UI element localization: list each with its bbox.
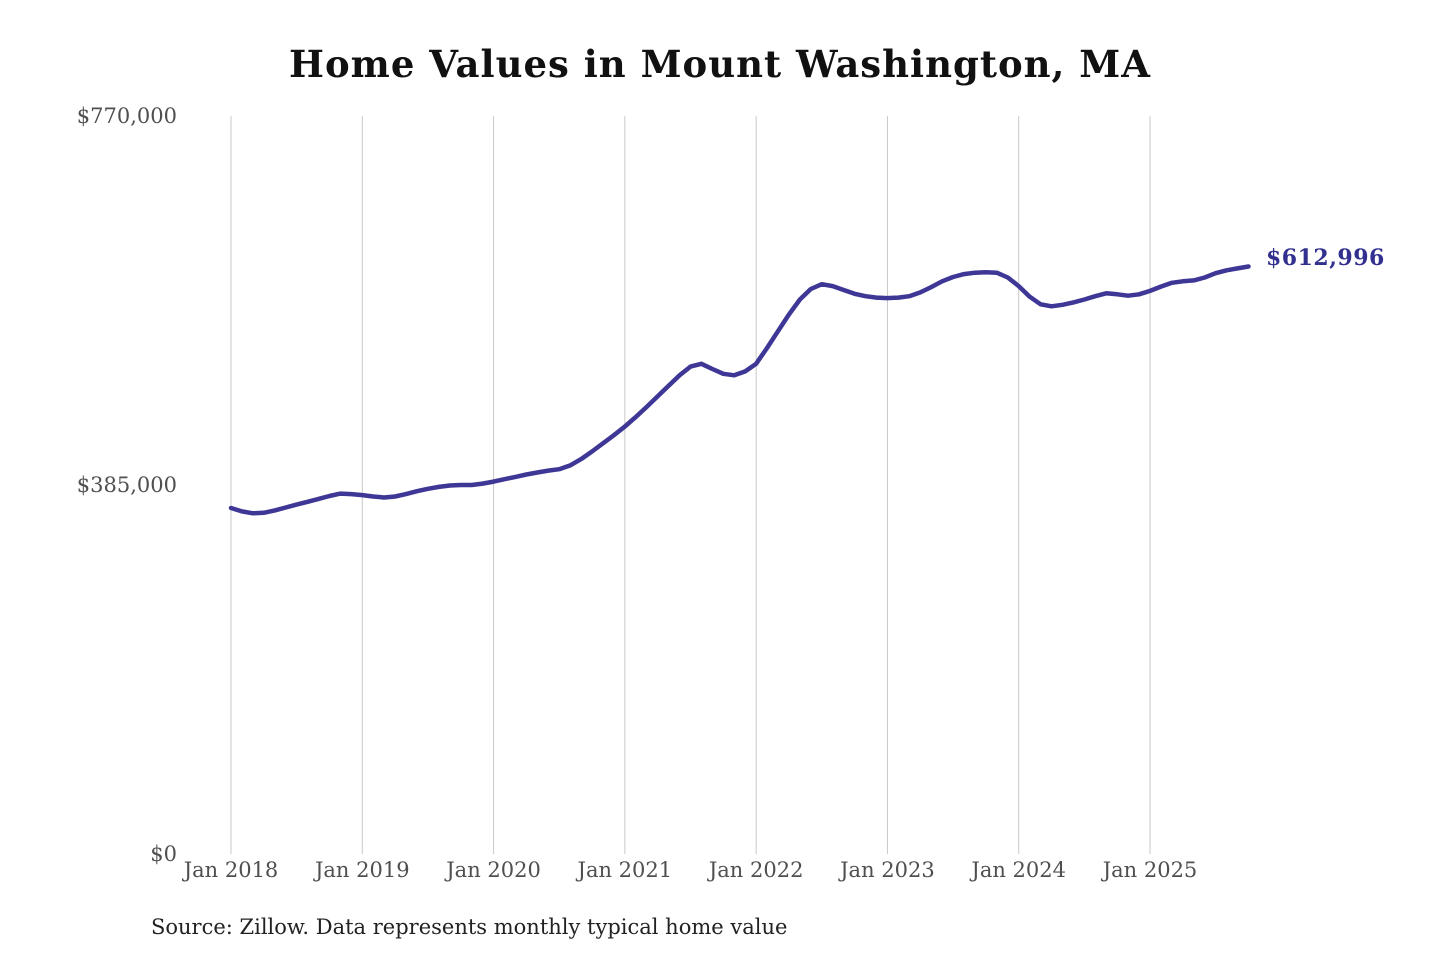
- y-axis-tick-770000: $770,000: [76, 104, 177, 128]
- y-axis-tick-0: $0: [150, 842, 177, 866]
- x-axis-tick-jan-2018: Jan 2018: [183, 858, 279, 882]
- x-axis-tick-jan-2022: Jan 2022: [708, 858, 804, 882]
- chart-title: Home Values in Mount Washington, MA: [289, 42, 1151, 86]
- latest-value-label: $612,996: [1266, 245, 1385, 271]
- x-axis-tick-jan-2025: Jan 2025: [1102, 858, 1198, 882]
- y-axis-tick-385000: $385,000: [76, 473, 177, 497]
- home-value-line: [228, 264, 1251, 516]
- x-axis-tick-jan-2020: Jan 2020: [446, 858, 541, 882]
- x-axis-tick-jan-2024: Jan 2024: [971, 858, 1066, 882]
- x-axis-tick-jan-2021: Jan 2021: [577, 858, 673, 882]
- x-axis-tick-jan-2019: Jan 2019: [314, 858, 410, 882]
- source-note: Source: Zillow. Data represents monthly …: [151, 915, 788, 939]
- x-axis-tick-jan-2023: Jan 2023: [840, 858, 935, 882]
